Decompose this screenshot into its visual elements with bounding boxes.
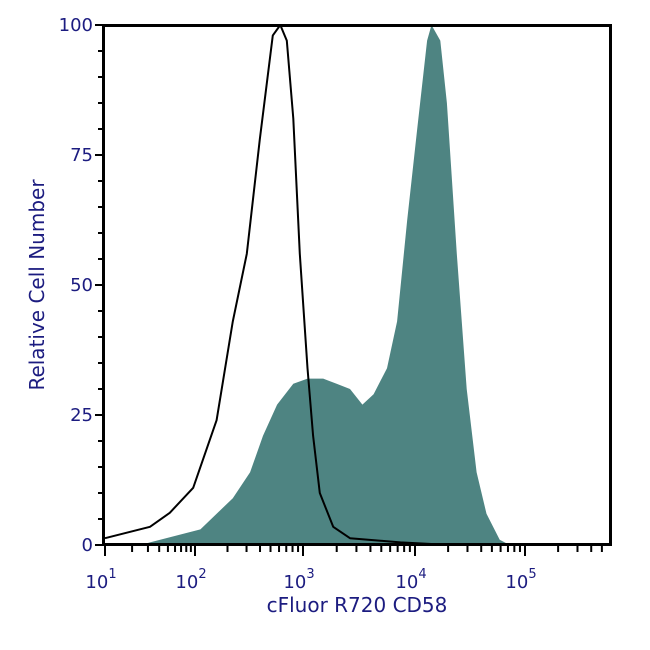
control-histogram-line [104,24,451,546]
x-tick-base: 10 [85,572,108,593]
x-tick-exponent: 5 [528,567,536,582]
filled-histogram [141,25,510,545]
x-axis-label: cFluor R720 CD58 [267,593,448,617]
x-tick-exponent: 4 [418,567,426,582]
x-tick-base: 10 [505,572,528,593]
y-tick-label: 0 [82,535,93,556]
x-tick-label: 104 [395,567,426,593]
x-tick-exponent: 1 [108,567,116,582]
plot-frame [102,24,612,546]
y-tick-label: 50 [70,275,93,296]
x-tick-label: 103 [283,567,314,593]
y-tick-label: 100 [59,15,93,36]
x-tick-base: 10 [175,572,198,593]
y-tick-label: 75 [70,145,93,166]
x-tick-label: 105 [505,567,536,593]
x-tick-label: 102 [175,567,206,593]
x-tick-base: 10 [283,572,306,593]
x-tick-exponent: 2 [198,567,206,582]
x-tick-exponent: 3 [306,567,314,582]
x-tick-base: 10 [395,572,418,593]
x-tick-label: 101 [85,567,116,593]
y-tick-label: 25 [70,405,93,426]
y-axis-label: Relative Cell Number [25,179,49,391]
